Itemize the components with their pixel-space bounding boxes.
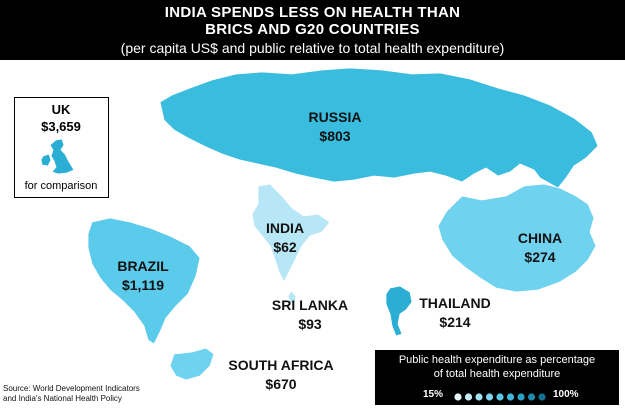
label-russia: RUSSIA $803 [295,108,375,146]
india-value: $62 [273,239,297,255]
india-shape [251,183,331,283]
legend-max-label: 100% [553,389,579,400]
brazil-name: BRAZIL [117,258,169,274]
legend-dot [485,393,494,401]
map-shapes [87,67,599,381]
south-africa-value: $670 [265,376,297,392]
thailand-shape [385,285,413,337]
brazil-value: $1,119 [121,277,165,293]
page-subtitle: (per capita US$ and public relative to t… [120,40,505,56]
uk-name: UK [51,102,71,117]
label-brazil: BRAZIL $1,119 [103,257,183,295]
uk-comparison-box: UK $3,659 for comparison [14,97,109,198]
legend-dot [517,393,525,401]
legend-min-label: 15% [423,389,444,400]
china-shape [437,183,597,293]
label-thailand: THAILAND $214 [412,294,498,332]
legend-dot [527,393,536,401]
china-value: $274 [524,249,556,265]
source-line2: and India's National Health Policy [3,394,122,403]
legend-dot [464,393,473,401]
thailand-value: $214 [439,314,471,330]
legend-dot [454,393,462,401]
legend-dot [496,393,504,401]
russia-value: $803 [319,128,351,144]
russia-name: RUSSIA [308,109,362,125]
thailand-name: THAILAND [419,295,491,311]
legend-title-line1: Public health expenditure as percentage [398,354,596,366]
world-map: RUSSIA $803 INDIA $62 CHINA $274 BRAZIL … [0,60,625,408]
uk-shape [49,138,75,175]
russia-shape [159,67,599,189]
uk-value: $3,659 [41,119,81,134]
sri-lanka-value: $93 [298,316,322,332]
uk-note: for comparison [24,180,98,192]
india-name: INDIA [265,220,305,236]
uk-map-icon [40,138,75,175]
page-title-line1: INDIA SPENDS LESS ON HEALTH THAN [164,4,461,21]
label-india: INDIA $62 [250,219,320,257]
legend-dot [538,393,546,401]
legend-box: Public health expenditure as percentage … [375,350,619,405]
legend-title: Public health expenditure as percentage … [375,353,619,381]
label-south-africa: SOUTH AFRICA $670 [218,356,344,394]
source-line1: Source: World Development Indicators [3,384,140,393]
sri-lanka-shape [287,290,297,304]
south-africa-name: SOUTH AFRICA [228,357,334,373]
south-africa-shape [169,347,215,381]
label-china: CHINA $274 [500,229,580,267]
page-title-line2: BRICS AND G20 COUNTRIES [205,21,420,38]
china-name: CHINA [517,230,563,246]
legend-color-scale [454,393,546,401]
title-banner: INDIA SPENDS LESS ON HEALTH THAN BRICS A… [0,0,625,60]
legend-dot [506,393,515,401]
source-note: Source: World Development Indicators and… [3,384,140,404]
legend-title-line2: of total health expenditure [433,368,561,380]
brazil-shape [87,217,201,345]
ireland-shape [40,153,52,167]
sri-lanka-name: SRI LANKA [271,297,349,313]
legend-dot [475,393,483,401]
label-sri-lanka: SRI LANKA $93 [262,296,358,334]
